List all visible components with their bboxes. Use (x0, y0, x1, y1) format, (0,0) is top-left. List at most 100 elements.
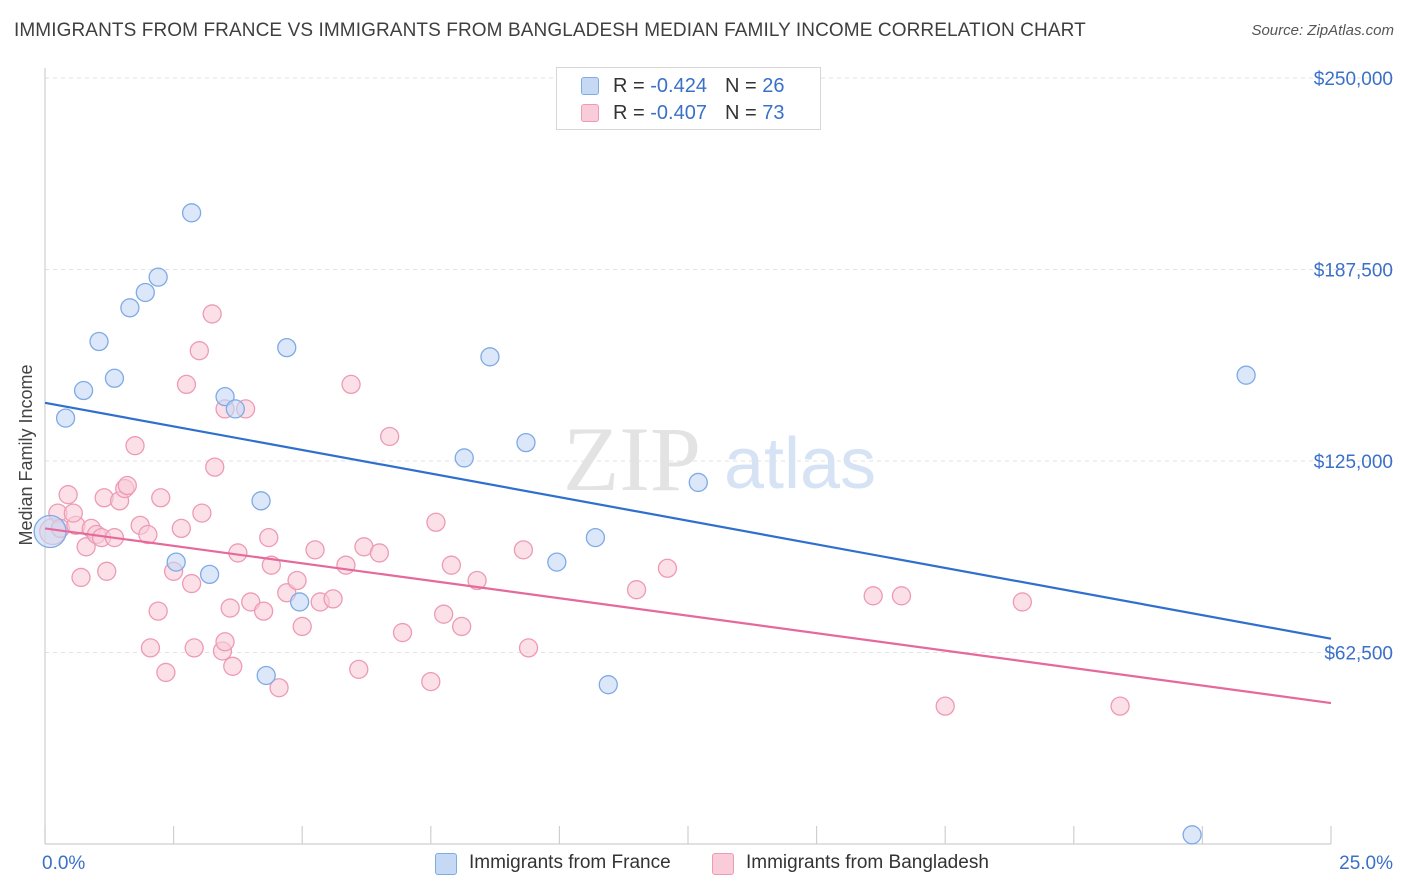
legend-n-value-bangladesh: 73 (762, 102, 785, 124)
legend-n-label: N = (724, 102, 763, 124)
bangladesh-point (253, 601, 274, 621)
france-point (120, 298, 140, 318)
legend-r-value-france: -0.424 (650, 75, 707, 97)
x-tick-label-min: 0.0% (42, 853, 85, 874)
france-point (480, 347, 500, 367)
source-credit: Source: ZipAtlas.com (1251, 22, 1394, 39)
gridlines (45, 77, 1395, 653)
series-france-points (33, 203, 1256, 845)
bangladesh-point (434, 604, 454, 624)
france-point (104, 368, 125, 388)
france-point (516, 432, 536, 453)
bangladesh-point (176, 374, 197, 395)
x-tick-label-max: 25.0% (1339, 853, 1393, 874)
bangladesh-point (292, 616, 312, 637)
france-point (225, 399, 245, 419)
bangladesh-point (76, 537, 96, 557)
legend-swatch-bangladesh (581, 104, 599, 122)
bangladesh-point (421, 671, 441, 692)
bangladesh-point (220, 598, 240, 618)
bangladesh-point (181, 573, 202, 594)
bangladesh-point (426, 512, 446, 532)
series-bangladesh-points (39, 304, 1130, 716)
bangladesh-point (513, 540, 534, 560)
watermark-atlas: atlas (724, 424, 876, 504)
y-axis-label: Median Family Income (16, 364, 36, 545)
bangladesh-point (657, 558, 678, 578)
legend-r-label: R = (613, 102, 651, 124)
bangladesh-point (626, 580, 647, 600)
bangladesh-point (202, 304, 222, 324)
france-point (135, 282, 155, 303)
france-point (55, 408, 76, 428)
bangladesh-point (171, 518, 191, 539)
y-tick-label: $125,000 (1314, 452, 1393, 473)
bangladesh-point (71, 567, 91, 588)
legend-n-label: N = (724, 75, 763, 97)
bangladesh-point (259, 527, 279, 548)
bangladesh-point (97, 561, 117, 581)
france-point (215, 387, 235, 407)
france-point (73, 380, 94, 401)
bangladesh-point (441, 555, 462, 575)
bangladesh-point (125, 436, 145, 456)
bangladesh-point (140, 638, 161, 658)
france-point (181, 203, 202, 223)
bangladesh-point (1012, 592, 1033, 612)
bottom-legend-label-bangladesh: Immigrants from Bangladesh (746, 852, 989, 873)
bangladesh-point (156, 662, 176, 683)
legend-r-value-bangladesh: -0.407 (650, 102, 707, 124)
y-tick-label: $187,500 (1314, 261, 1393, 282)
france-point (256, 665, 276, 686)
trend-lines (44, 401, 1332, 705)
watermark-zip: ZIP (563, 408, 701, 510)
france-point (166, 552, 186, 572)
bangladesh-point (305, 540, 325, 560)
france-point (289, 592, 310, 612)
y-tick-label: $250,000 (1314, 69, 1393, 90)
legend-swatch-france (581, 77, 599, 95)
france-point (1182, 825, 1202, 845)
watermark: ZIP atlas (563, 408, 876, 510)
france-point (148, 267, 168, 287)
bottom-legend-label-france: Immigrants from France (469, 852, 671, 873)
bangladesh-point (369, 543, 390, 563)
bangladesh-point (269, 678, 289, 698)
france-point (199, 564, 220, 585)
bangladesh-point (518, 638, 539, 658)
bangladesh-point (379, 426, 400, 447)
bangladesh-point (467, 570, 487, 591)
bottom-legend-swatch-france (435, 853, 457, 875)
bangladesh-point (349, 659, 369, 680)
france-point (688, 472, 708, 493)
bottom-legend-swatch-bangladesh (712, 853, 734, 875)
legend-n-value-france: 26 (762, 75, 785, 97)
bangladesh-point (151, 488, 171, 508)
bangladesh-point (138, 524, 158, 545)
legend-r-label: R = (613, 75, 651, 97)
france-point (454, 448, 474, 468)
bangladesh-point (935, 696, 955, 716)
france-point (89, 331, 109, 352)
bangladesh-point (192, 503, 212, 523)
france-point (547, 552, 567, 572)
bangladesh-point (1110, 696, 1130, 716)
axis-labels: $62,500 $125,000 $187,500 $250,000 0.0% 25.0%… (16, 69, 1393, 874)
bangladesh-point (287, 570, 307, 591)
bangladesh-point (184, 638, 204, 658)
bangladesh-point (891, 586, 912, 606)
bangladesh-point (215, 632, 235, 652)
france-point (598, 675, 618, 695)
bangladesh-point (323, 589, 343, 609)
bangladesh-point (117, 475, 137, 496)
bangladesh-point (205, 457, 225, 477)
bangladesh-point (452, 616, 472, 637)
bangladesh-point (223, 656, 243, 676)
france-trend-line (44, 401, 1332, 640)
france-point (1236, 365, 1256, 385)
bangladesh-point (863, 586, 883, 606)
france-point (277, 337, 297, 358)
france-point (251, 491, 271, 511)
bangladesh-point (63, 503, 83, 523)
